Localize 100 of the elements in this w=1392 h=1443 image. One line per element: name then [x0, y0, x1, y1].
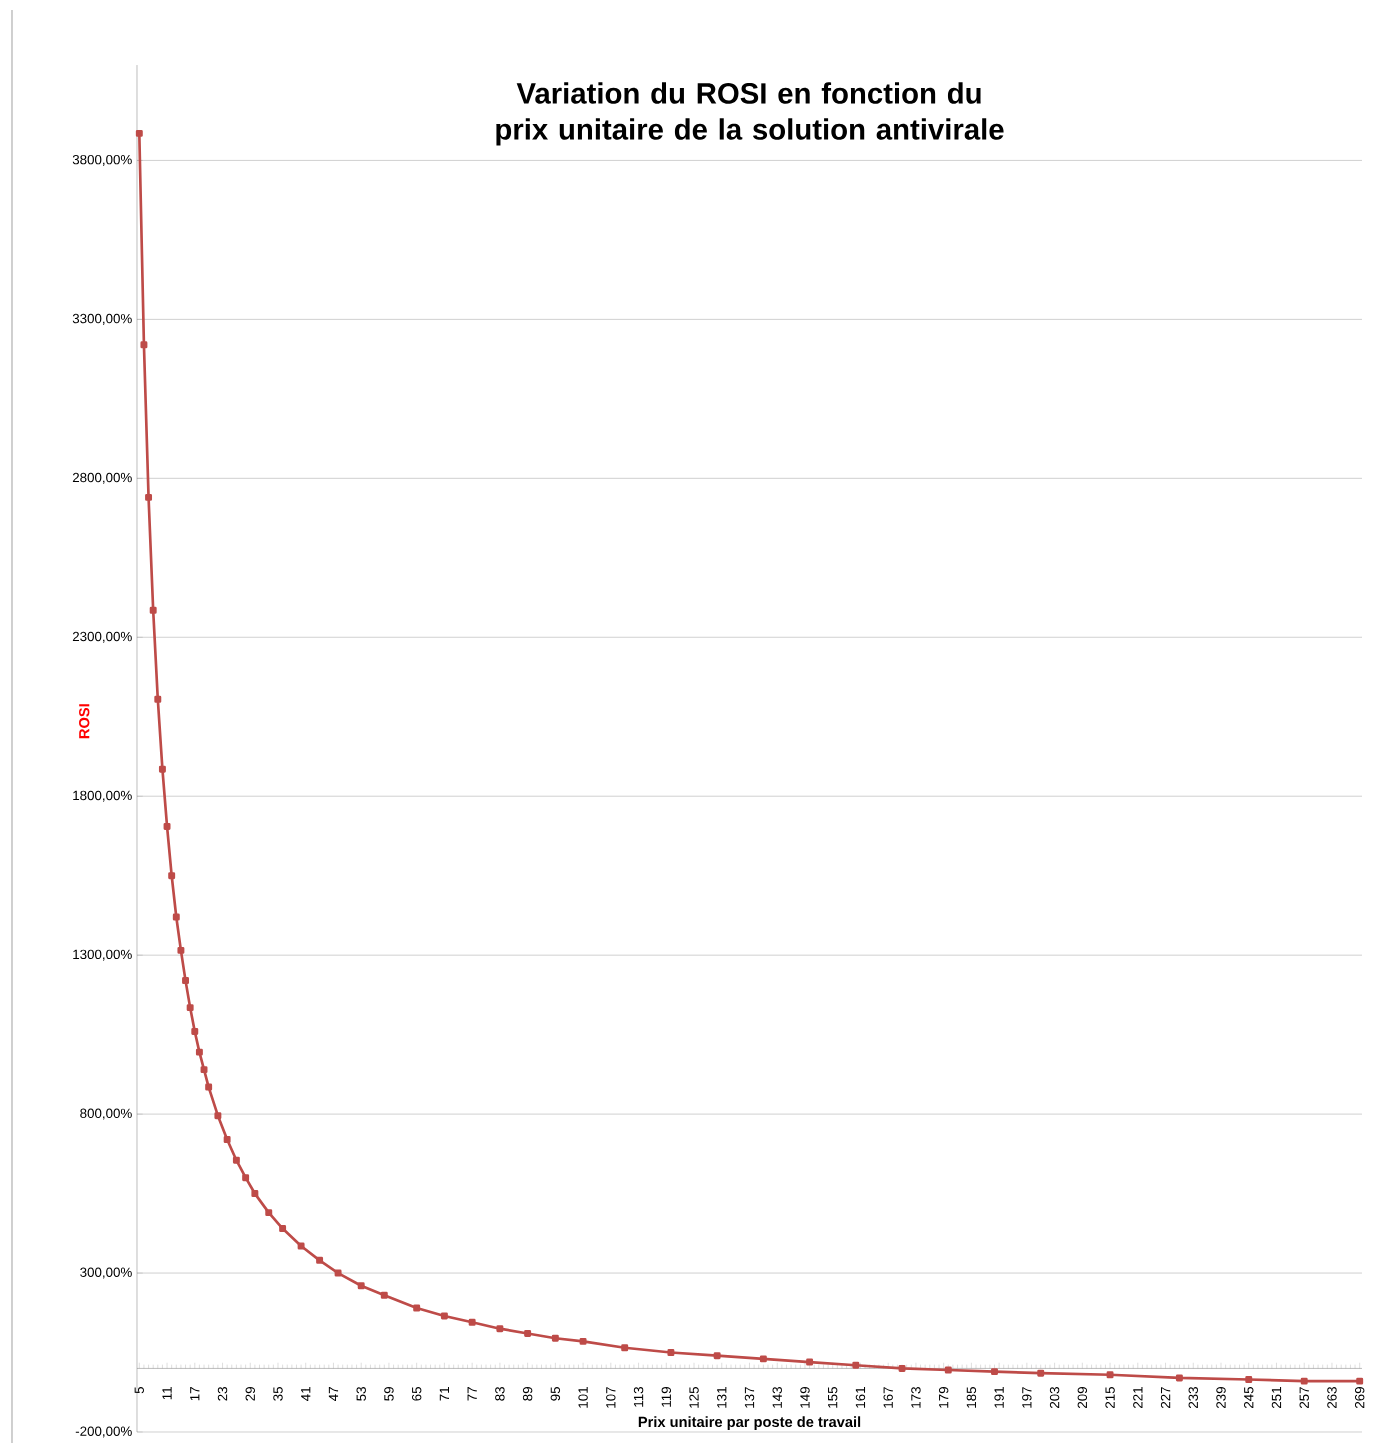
x-tick-label: 161 [855, 1387, 866, 1408]
x-tick-label: 251 [1271, 1387, 1282, 1409]
point [265, 1209, 273, 1217]
point [551, 1334, 559, 1342]
point [1106, 1371, 1114, 1379]
y-tick-label: 800,00% [80, 1108, 132, 1120]
y-tick-label: 3800,00% [72, 154, 132, 166]
y-tick-label: 2800,00% [72, 472, 132, 484]
point [1175, 1374, 1183, 1382]
x-tick-label: 131 [717, 1387, 727, 1408]
x-tick-label: 269 [1354, 1387, 1365, 1409]
point [297, 1242, 305, 1250]
x-tick-label: 191 [994, 1387, 1004, 1408]
x-tick-label: 47 [328, 1387, 339, 1401]
x-tick-label: 185 [966, 1387, 977, 1408]
x-tick-label: 77 [467, 1387, 477, 1401]
y-tick-label: 1800,00% [73, 790, 132, 802]
x-tick-label: 263 [1327, 1387, 1337, 1409]
y-tick-label: 3300,00% [72, 313, 132, 325]
x-tick-label: 215 [1105, 1387, 1115, 1409]
point [759, 1355, 767, 1363]
point [186, 1004, 194, 1012]
x-tick-label: 101 [578, 1387, 588, 1408]
x-tick-label: 137 [744, 1387, 755, 1408]
x-tick-label: 227 [1160, 1387, 1171, 1409]
point [191, 1027, 199, 1035]
point [149, 606, 157, 614]
point [579, 1337, 587, 1345]
x-tick-label: 203 [1049, 1387, 1060, 1409]
point [334, 1269, 342, 1277]
point [205, 1083, 213, 1091]
point [168, 872, 176, 880]
x-tick-label: 167 [883, 1387, 893, 1408]
x-tick-label: 179 [938, 1387, 949, 1408]
point [413, 1304, 421, 1312]
x-tick-label: 53 [356, 1387, 366, 1401]
point [357, 1282, 365, 1290]
x-tick-label: 29 [245, 1387, 255, 1401]
point [496, 1325, 504, 1333]
y-tick-label: 1300,00% [73, 949, 132, 961]
point [667, 1349, 675, 1356]
y-axis-title: ROSI [79, 704, 90, 739]
x-tick-label: 233 [1188, 1387, 1198, 1409]
point [232, 1156, 240, 1164]
x-tick-label: 71 [439, 1387, 449, 1401]
point [145, 493, 153, 501]
x-tick-label: 89 [522, 1387, 533, 1401]
point [468, 1318, 476, 1326]
point [1037, 1369, 1045, 1377]
x-tick-label: 239 [1216, 1387, 1226, 1409]
x-tick-label: 5 [134, 1387, 144, 1394]
point [214, 1112, 222, 1120]
point [944, 1366, 952, 1374]
text: Variation du ROSI en fonction du prix unitaire de la solution antivirale [496, 82, 1004, 146]
point [852, 1361, 860, 1369]
point [223, 1136, 231, 1143]
point [713, 1352, 721, 1360]
x-tick-label: 17 [190, 1387, 200, 1401]
x-tick-label: 95 [550, 1387, 561, 1401]
point [991, 1368, 998, 1376]
point [898, 1364, 906, 1372]
x-tick-label: 149 [800, 1387, 810, 1408]
x-tick-label: 155 [828, 1387, 838, 1408]
point [135, 129, 143, 137]
point [154, 695, 162, 703]
x-tick-label: 221 [1133, 1387, 1143, 1409]
x-tick-label: 209 [1077, 1387, 1088, 1409]
x-tick-label: 119 [661, 1387, 672, 1407]
y-tick-label: -200,00% [75, 1426, 132, 1438]
x-tick-label: 35 [273, 1387, 283, 1401]
point [621, 1344, 629, 1352]
x-tick-label: 41 [301, 1387, 311, 1401]
x-tick-label: 113 [633, 1387, 644, 1407]
point [1245, 1376, 1253, 1384]
x-tick-label: 173 [911, 1387, 921, 1408]
point [524, 1329, 532, 1337]
x-tick-label: 59 [384, 1387, 394, 1401]
x-tick-label: 197 [1022, 1387, 1032, 1408]
x-tick-label: 143 [772, 1387, 782, 1408]
point [1300, 1377, 1308, 1385]
point [1356, 1377, 1364, 1385]
x-tick-label: 125 [689, 1387, 699, 1408]
x-tick-label: 107 [606, 1387, 616, 1408]
x-tick-label: 65 [411, 1387, 422, 1401]
x-tick-label: 83 [495, 1387, 505, 1401]
point [195, 1048, 203, 1056]
point [380, 1291, 388, 1299]
x-tick-label: 257 [1299, 1387, 1309, 1409]
point [242, 1174, 250, 1182]
point [316, 1256, 324, 1264]
point [163, 822, 171, 830]
y-tick-label: 2300,00% [72, 631, 132, 643]
x-tick-label: 245 [1244, 1387, 1254, 1409]
point [251, 1190, 259, 1198]
x-tick-label: 11 [162, 1387, 172, 1400]
point [177, 946, 185, 954]
x-tick-label: 23 [217, 1387, 228, 1401]
point [158, 765, 166, 773]
x-axis-title: Prix unitaire par poste de travail [638, 1416, 861, 1430]
point [172, 913, 180, 921]
